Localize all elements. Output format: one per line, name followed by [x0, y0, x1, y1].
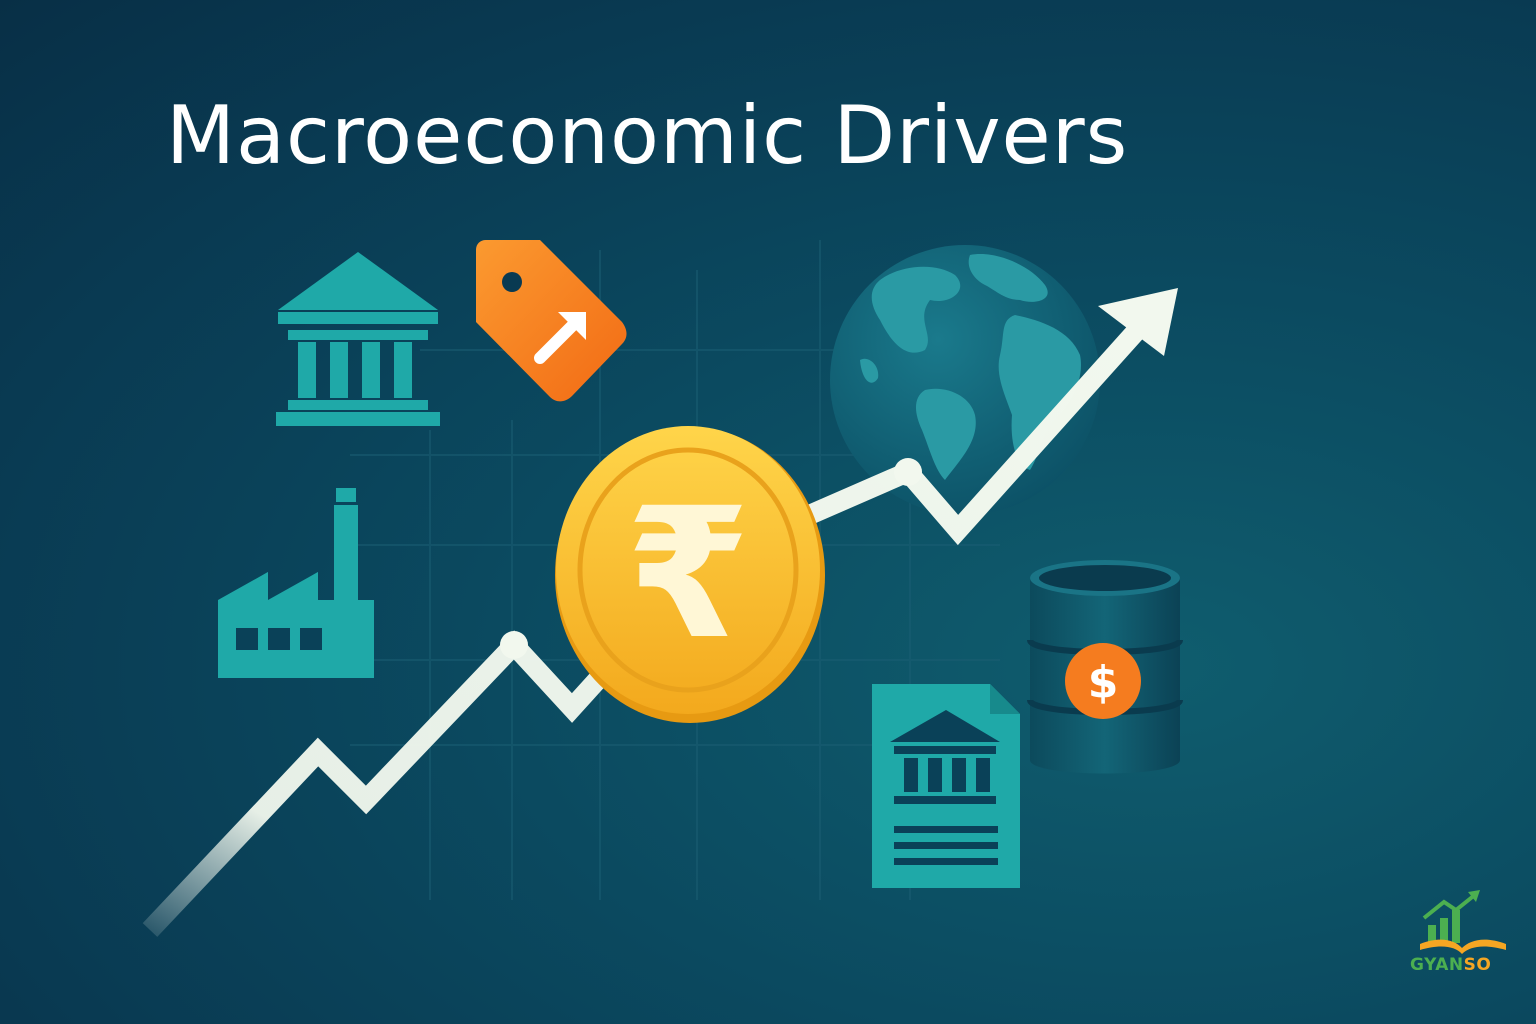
dollar-symbol: $: [1088, 657, 1119, 708]
price-tag-icon: [476, 240, 627, 402]
factory-icon: [218, 488, 374, 678]
oil-barrel-icon: $: [1027, 560, 1183, 774]
rupee-coin-icon: ₹: [555, 426, 825, 723]
bank-icon: [276, 252, 440, 426]
globe-icon: [830, 245, 1100, 515]
rupee-symbol: ₹: [625, 470, 750, 679]
brand-wordmark-part2: SO: [1463, 955, 1492, 975]
trend-arrow-icon: [142, 288, 1178, 937]
brand-wordmark: GYANSO: [1410, 955, 1491, 975]
page-title: Macroeconomic Drivers: [166, 89, 1129, 182]
government-document-icon: [872, 684, 1020, 888]
brand-logo-icon: [1420, 890, 1506, 954]
brand-wordmark-part1: GYAN: [1410, 955, 1464, 975]
